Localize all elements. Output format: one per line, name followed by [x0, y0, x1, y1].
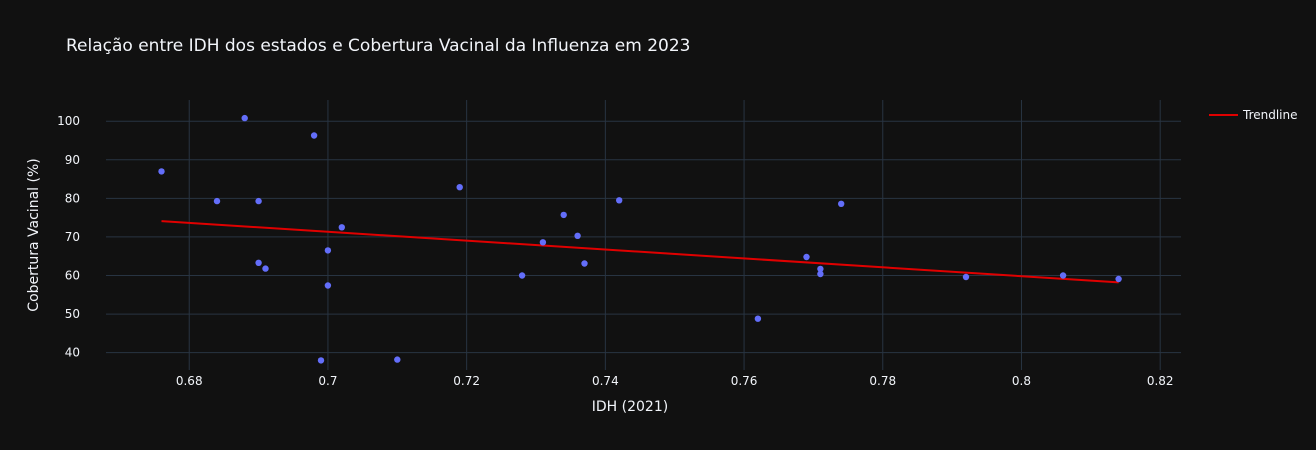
scatter-point[interactable]	[838, 200, 845, 207]
scatter-point[interactable]	[310, 132, 318, 139]
scatter-point[interactable]	[324, 247, 332, 254]
scatter-point[interactable]	[574, 232, 581, 239]
scatter-points	[158, 114, 1122, 364]
scatter-point[interactable]	[962, 273, 970, 281]
x-tick-label: 0.8	[1012, 374, 1031, 388]
x-tick-label: 0.76	[731, 374, 758, 388]
x-tick-label: 0.68	[176, 374, 203, 388]
y-axis-label: Cobertura Vacinal (%)	[26, 158, 42, 311]
scatter-point[interactable]	[394, 356, 401, 363]
y-tick-label: 90	[65, 153, 80, 167]
scatter-point[interactable]	[324, 282, 332, 289]
legend[interactable]: Trendline	[1209, 108, 1298, 122]
x-tick-label: 0.72	[453, 374, 480, 388]
scatter-point[interactable]	[616, 197, 623, 204]
scatter-point[interactable]	[1115, 275, 1122, 283]
scatter-point[interactable]	[317, 357, 325, 364]
y-tick-label: 60	[65, 269, 80, 283]
x-tick-label: 0.82	[1147, 374, 1174, 388]
scatter-point[interactable]	[213, 197, 221, 205]
y-tick-label: 40	[65, 346, 80, 360]
scatter-point[interactable]	[255, 197, 262, 205]
chart-title: Relação entre IDH dos estados e Cobertur…	[66, 36, 690, 56]
scatter-point[interactable]	[518, 272, 526, 279]
scatter-point[interactable]	[581, 260, 588, 267]
scatter-point[interactable]	[262, 265, 269, 272]
x-axis-label: IDH (2021)	[592, 399, 668, 415]
scatter-point[interactable]	[817, 270, 824, 278]
x-axis-ticks: 0.68 0.7 0.72 0.74 0.76 0.78 0.8 0.82	[176, 374, 1174, 388]
scatter-point[interactable]	[803, 253, 810, 261]
trendline-layer	[161, 220, 1119, 284]
y-tick-label: 50	[65, 307, 80, 321]
y-tick-label: 80	[65, 191, 80, 205]
scatter-point[interactable]	[817, 265, 824, 273]
trendline[interactable]	[161, 220, 1119, 284]
scatter-point[interactable]	[560, 211, 567, 219]
scatter-point[interactable]	[539, 239, 547, 246]
y-tick-label: 70	[65, 230, 80, 244]
scatter-point[interactable]	[241, 114, 248, 122]
y-tick-label: 100	[57, 114, 80, 128]
scatter-point[interactable]	[754, 315, 762, 322]
legend-label-trendline[interactable]: Trendline	[1242, 108, 1298, 122]
x-tick-label: 0.7	[318, 374, 337, 388]
x-tick-label: 0.74	[592, 374, 619, 388]
scatter-point[interactable]	[456, 184, 463, 191]
scatter-point[interactable]	[255, 259, 262, 266]
y-axis-ticks: 40 50 60 70 80 90 100	[57, 114, 80, 359]
scatter-point[interactable]	[338, 224, 345, 231]
scatter-point[interactable]	[1059, 272, 1067, 279]
scatter-point[interactable]	[158, 168, 165, 175]
x-tick-label: 0.78	[869, 374, 896, 388]
